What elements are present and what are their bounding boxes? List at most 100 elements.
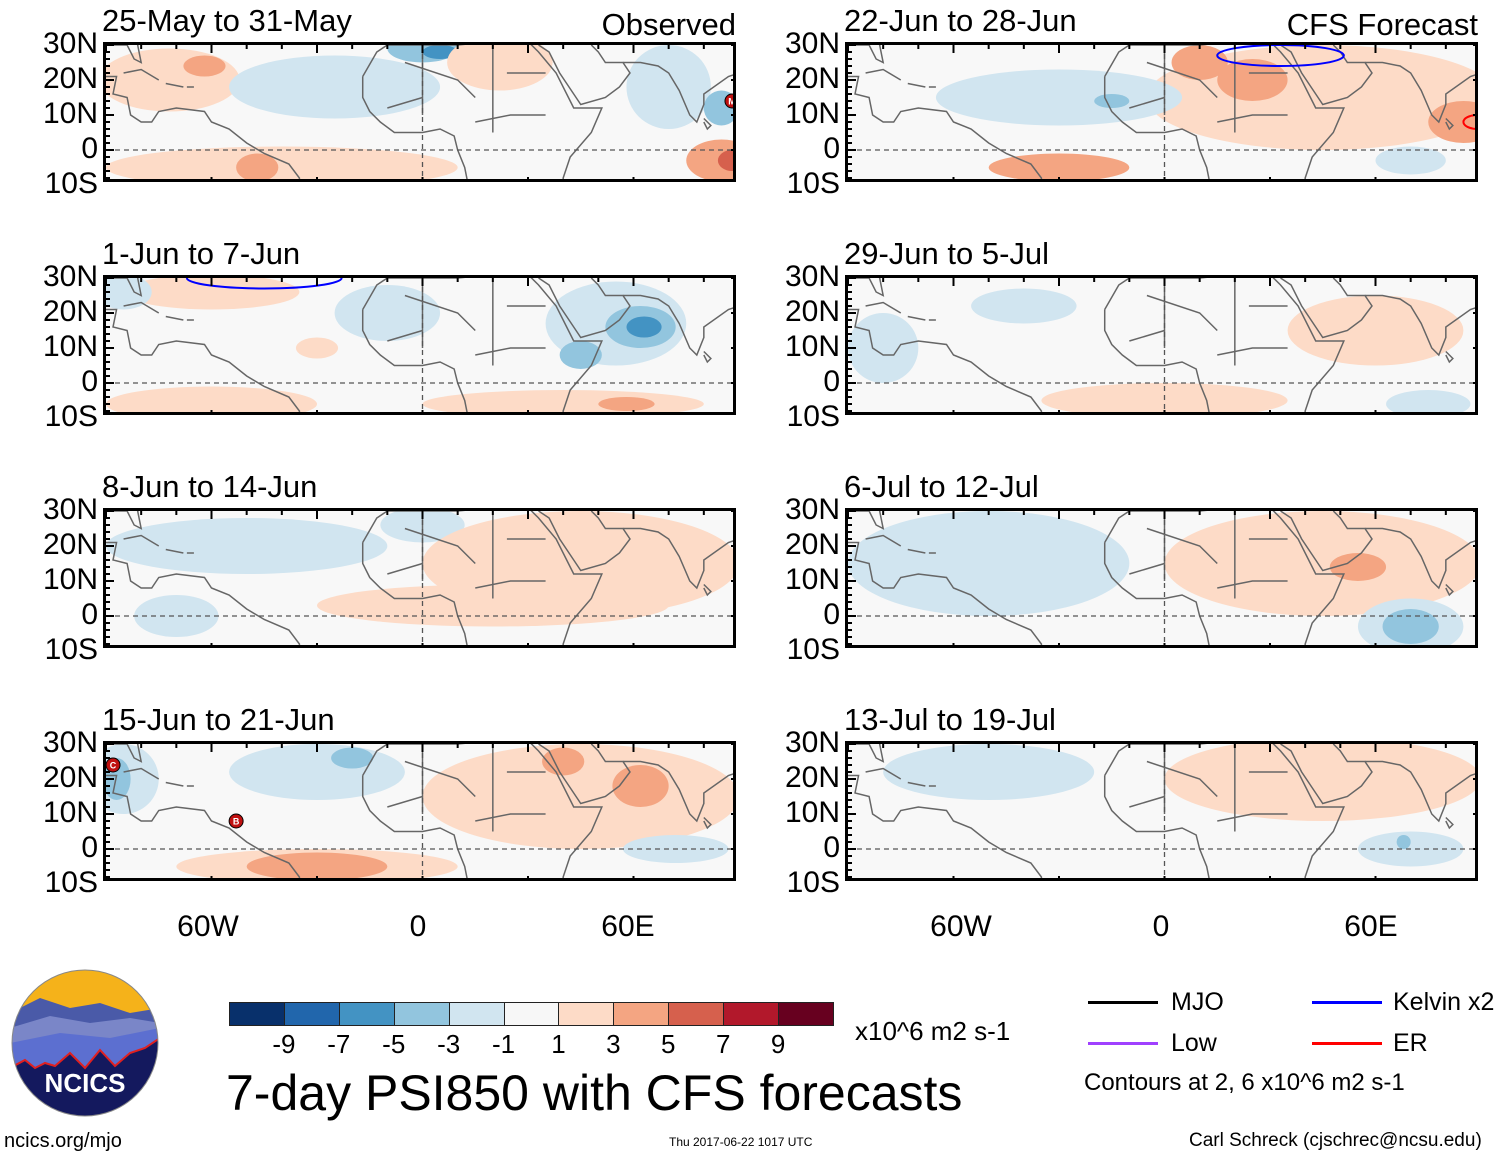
figure-title: 7-day PSI850 with CFS forecasts <box>226 1065 963 1121</box>
lon-label-left-0: 0 <box>409 910 427 943</box>
anomaly-p2-8 <box>106 386 317 412</box>
map-p5 <box>845 42 1478 182</box>
anomaly-p5-4 <box>935 69 1183 126</box>
website-link[interactable]: ncics.org/mjo <box>4 1130 122 1152</box>
lat-label-p8-0: 30N <box>784 726 840 759</box>
colorbar-swatch <box>558 1002 615 1026</box>
lat-label-p8-3: 0 <box>823 831 840 864</box>
coastline-p6-7 <box>1129 278 1345 412</box>
coastline-p8-5 <box>1103 775 1210 878</box>
anomaly-p4-5 <box>246 852 388 878</box>
coastline-p6-1 <box>848 308 1043 412</box>
coastline-p1-6 <box>362 45 388 77</box>
coastline-p3-7 <box>387 511 603 645</box>
svg-text:C: C <box>110 761 117 771</box>
coastline-p6-0 <box>848 278 885 297</box>
coastline-p4-8 <box>538 744 631 805</box>
coastline-p6-8 <box>1280 278 1373 339</box>
colorbar-swatch <box>668 1002 725 1026</box>
colorbar-swatch <box>283 1002 340 1026</box>
anomaly-p1-4 <box>229 55 441 119</box>
lat-label-p3-3: 0 <box>81 598 98 631</box>
colorbar-label: -7 <box>327 1029 351 1059</box>
lat-label-p4-2: 10N <box>42 796 98 829</box>
anomaly-p4-8 <box>612 765 669 807</box>
anomaly-p2-0 <box>123 278 300 310</box>
coastline-p7-0 <box>848 511 885 530</box>
map-p7 <box>845 508 1478 648</box>
lat-label-p7-4: 10S <box>786 633 840 666</box>
coastline-p7-7 <box>1129 511 1345 645</box>
forecast-tag: CFS Forecast <box>1286 7 1478 42</box>
anomaly-p2-3 <box>334 285 441 341</box>
anomaly-p5-6 <box>988 153 1130 179</box>
coastline-p8-6 <box>1104 744 1130 776</box>
legend-label-mjo: MJO <box>1171 988 1224 1016</box>
coastline-p1-3 <box>165 82 184 88</box>
coastline-p1-8 <box>538 45 631 106</box>
lat-label-p2-0: 30N <box>42 260 98 293</box>
legend-label-er: ER <box>1393 1029 1428 1057</box>
lat-label-p8-4: 10S <box>786 866 840 899</box>
lon-label-left-60e: 60E <box>601 910 655 943</box>
coastline-p4-6 <box>362 744 388 776</box>
coastline-p3-3 <box>165 548 184 554</box>
coastline-p7-2 <box>865 534 902 547</box>
anomaly-p2-2 <box>295 337 339 359</box>
coastline-p1-9 <box>622 61 733 124</box>
coastline-p8-0 <box>848 744 885 763</box>
legend-label-low: Low <box>1171 1029 1217 1057</box>
coastline-p6-16 <box>1129 329 1165 342</box>
coastline-p3-8 <box>538 511 631 572</box>
colorbar-label: -3 <box>437 1029 461 1059</box>
coastline-p2-7 <box>387 278 603 412</box>
anomaly-p7-4 <box>1382 609 1439 644</box>
lat-label-p4-4: 10S <box>44 866 98 899</box>
coastline-p8-9 <box>1364 760 1475 823</box>
lat-label-p5-1: 20N <box>784 62 840 95</box>
contour-p2-0 <box>185 278 343 290</box>
anomaly-p6-3 <box>1287 295 1464 366</box>
coastline-p3-6 <box>362 511 388 543</box>
timestamp: Thu 2017-06-22 1017 UTC <box>669 1135 813 1149</box>
coastline-p1-15 <box>475 114 546 123</box>
coastline-p3-10 <box>703 583 712 597</box>
map-p2 <box>103 275 736 415</box>
colorbar-label: 7 <box>715 1029 731 1059</box>
coastline-p7-1 <box>848 541 1043 645</box>
coastline-p5-8 <box>1280 45 1373 106</box>
coastline-p3-0 <box>106 511 143 530</box>
colorbar-label: -5 <box>382 1029 406 1059</box>
panel-title-p7: 6-Jul to 12-Jul <box>844 469 1039 504</box>
ncics-logo: NCICS <box>10 968 160 1118</box>
coastline-p2-2 <box>123 301 160 314</box>
coastline-p2-0 <box>106 278 143 297</box>
coastline-p7-9 <box>1364 527 1475 590</box>
anomaly-p2-6 <box>626 316 662 338</box>
lon-label-right-60e: 60E <box>1344 910 1398 943</box>
colorbar-labels: -9 -7 -5 -3 -1 1 3 5 7 9 <box>229 1031 833 1061</box>
coastline-p1-7 <box>387 45 603 179</box>
coastline-p4-7 <box>387 744 603 878</box>
coastline-p4-0 <box>106 744 143 763</box>
coastline-p7-3 <box>907 548 926 554</box>
coastline-p3-15 <box>475 580 546 589</box>
lat-label-p2-4: 10S <box>44 400 98 433</box>
anomaly-p1-1 <box>183 55 226 77</box>
lat-label-p3-2: 10N <box>42 563 98 596</box>
contours-note: Contours at 2, 6 x10^6 m2 s-1 <box>1084 1069 1405 1096</box>
coastline-p5-6 <box>1104 45 1130 77</box>
lon-label-left-60w: 60W <box>177 910 239 943</box>
coastline-p2-13 <box>404 294 476 332</box>
anomaly-p1-8 <box>626 45 711 129</box>
lon-label-right-0: 0 <box>1152 910 1170 943</box>
coastline-p4-1 <box>106 774 301 878</box>
anomaly-p4-3 <box>331 747 374 769</box>
anomaly-p2-10 <box>598 397 655 411</box>
coastline-p5-5 <box>1103 76 1210 179</box>
coastline-p8-8 <box>1280 744 1373 805</box>
panel-title-p6: 29-Jun to 5-Jul <box>844 236 1050 271</box>
coastline-p8-10 <box>1445 816 1454 830</box>
coastline-p7-10 <box>1445 583 1454 597</box>
panel-title-p5: 22-Jun to 28-Jun <box>844 3 1077 38</box>
